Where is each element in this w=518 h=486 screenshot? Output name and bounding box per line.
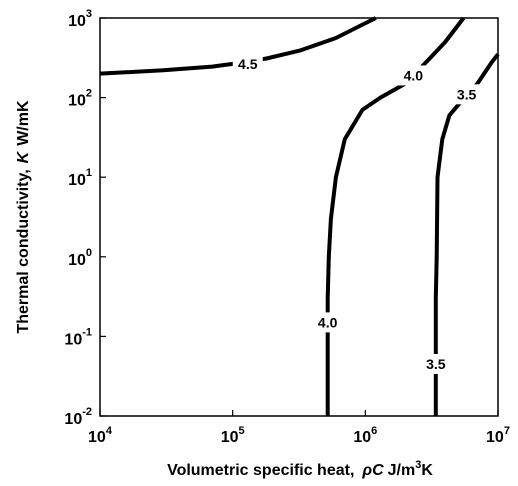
contour-label: 4.0 (318, 314, 338, 330)
y-tick-base: 10 (68, 252, 86, 269)
x-tick-label: 106 (353, 425, 377, 446)
contour-labels: 4.5 4.0 4.0 3.5 3.5 (232, 53, 482, 375)
y-tick-label: 102 (68, 88, 92, 110)
y-tick-base: 10 (64, 411, 82, 428)
x-tick-exponent: 7 (504, 425, 510, 437)
y-tick-label: 103 (68, 8, 92, 30)
contour-line (325, 16, 466, 416)
y-tick-exponent: -2 (82, 406, 92, 418)
x-axis-title: Volumetric specific heat, ρC J/m3K (167, 459, 433, 479)
contour-label-background (232, 53, 263, 74)
y-tick-base: 10 (68, 13, 86, 30)
contour-label-background (451, 84, 482, 105)
x-tick-label: 107 (486, 425, 510, 446)
contour-label: 3.5 (457, 86, 477, 102)
y-tick-base: 10 (68, 93, 86, 110)
y-tick-label: 100 (68, 247, 92, 269)
contour-line (99, 16, 377, 76)
x-tick-exponent: 4 (106, 425, 113, 437)
contour-curves (99, 16, 500, 416)
contour-label: 4.0 (404, 67, 424, 83)
y-tick-label: 101 (68, 167, 92, 189)
y-tick-base: 10 (64, 331, 82, 348)
y-tick-label: 10-2 (64, 406, 92, 428)
y-tick-base: 10 (68, 172, 86, 189)
y-tick-label: 10-1 (64, 326, 92, 348)
y-tick-exponent: 0 (86, 247, 92, 259)
contour-label-background (312, 312, 343, 333)
x-tick-label: 105 (221, 425, 245, 446)
plot-frame (99, 17, 499, 417)
x-tick-base: 10 (221, 429, 239, 446)
y-tick-exponent: 2 (86, 88, 92, 100)
x-tick-base: 10 (353, 429, 371, 446)
contour-label-background (420, 354, 451, 375)
x-tick-base: 10 (486, 429, 504, 446)
x-tick-exponent: 6 (371, 425, 377, 437)
x-tick-label: 104 (88, 425, 113, 446)
contour-label-background (398, 65, 429, 86)
y-tick-exponent: 1 (86, 167, 92, 179)
y-axis-title: Thermal conductivity,KW/mK (15, 100, 32, 334)
y-tick-exponent: -1 (82, 326, 92, 338)
contour-label: 4.5 (238, 56, 258, 72)
contour-label: 3.5 (426, 356, 446, 372)
y-tick-exponent: 3 (86, 8, 92, 20)
contour-line (433, 53, 500, 416)
x-tick-base: 10 (88, 429, 106, 446)
x-tick-exponent: 5 (239, 425, 245, 437)
